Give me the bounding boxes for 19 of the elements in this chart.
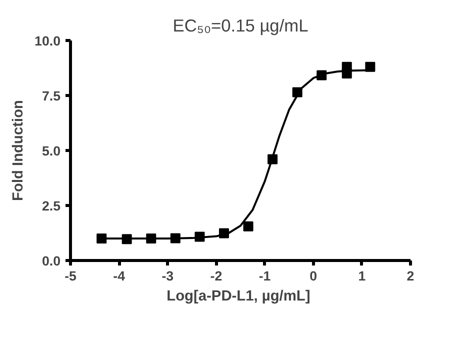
- x-tick-label: -1: [258, 268, 272, 284]
- x-tick-label: 0: [310, 268, 318, 284]
- x-tick-label: -5: [64, 268, 78, 284]
- x-tick-label: 2: [406, 268, 414, 284]
- chart-title: EC₅₀=0.15 µg/mL: [172, 16, 309, 36]
- y-axis-title: Fold Induction: [10, 100, 27, 201]
- x-tick-label: -2: [210, 268, 222, 284]
- point: [365, 62, 376, 72]
- y-tick-label: 0.0: [42, 254, 61, 268]
- x-tick-label: -4: [113, 268, 126, 284]
- y-tick-label: 2.5: [42, 198, 62, 214]
- x-axis-title: Log[a-PD-L1, µg/mL]: [166, 288, 310, 304]
- x-tick-label: -3: [162, 268, 174, 284]
- y-tick-label: 7.5: [42, 88, 62, 104]
- y-tick-label: 5.0: [42, 144, 61, 158]
- x-tick-label: 1: [358, 268, 366, 284]
- point: [96, 234, 107, 244]
- y-tick-label: 10.0: [34, 34, 61, 48]
- point: [243, 221, 254, 232]
